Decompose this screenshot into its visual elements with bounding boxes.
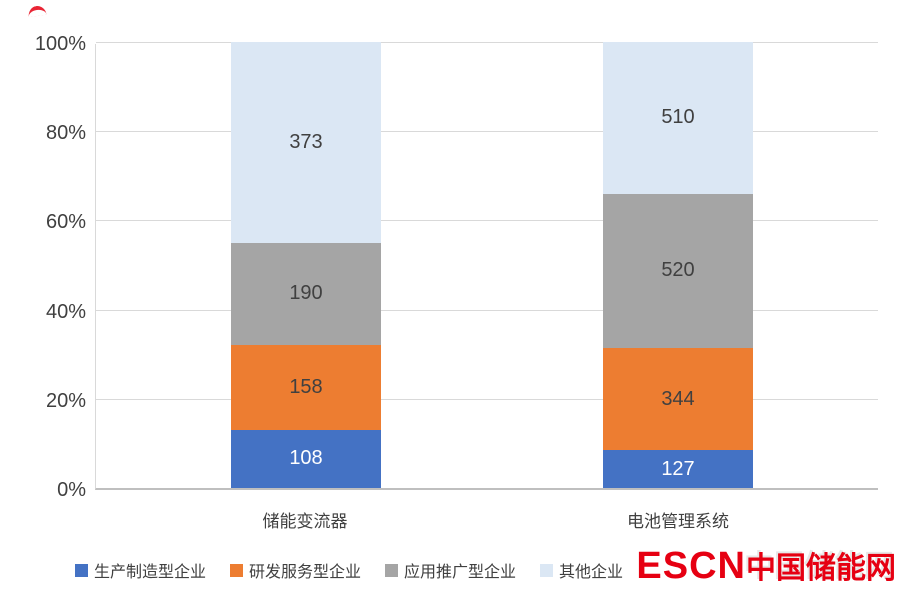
y-tick-label: 40% [45, 300, 86, 323]
gridline [96, 131, 878, 133]
bar-segment: 190 [231, 242, 381, 345]
y-tick-label: 100% [34, 33, 86, 55]
y-tick-label: 60% [45, 211, 86, 234]
legend-label: 应用推广型企业 [404, 564, 517, 581]
gridline [96, 398, 878, 400]
watermark: ESCN 中国储能网 [636, 543, 896, 588]
data-label: 158 [289, 375, 323, 398]
x-axis-category-label: 储能变流器 [262, 512, 348, 531]
gridline [96, 309, 878, 311]
bar-segment: 373 [231, 42, 381, 243]
plot-area: 108 158 190 373 127 344 520 510 [95, 42, 878, 490]
legend-swatch [540, 563, 554, 577]
legend-swatch [230, 563, 244, 577]
bar-segment: 520 [603, 193, 753, 349]
gridline [96, 220, 878, 222]
legend-label: 其他企业 [559, 564, 624, 581]
legend-swatch [385, 563, 399, 577]
legend-item: 其他企业 [540, 558, 623, 582]
legend-label: 研发服务型企业 [249, 564, 362, 581]
legend-swatch [75, 563, 88, 577]
bar-segment: 510 [603, 42, 753, 194]
legend-item: 研发服务型企业 [230, 558, 361, 582]
bar-segment: 127 [603, 450, 753, 488]
data-label: 190 [289, 282, 323, 305]
data-label: 510 [661, 106, 695, 129]
red-mark-artifact [27, 4, 47, 18]
data-label: 520 [661, 259, 695, 282]
data-label: 127 [661, 457, 695, 480]
legend: 生产制造型企业 研发服务型企业 应用推广型企业 其他企业 [75, 558, 623, 582]
bar-segment: 108 [231, 429, 381, 488]
data-label: 108 [289, 447, 323, 470]
gridline [96, 42, 878, 43]
legend-label: 生产制造型企业 [94, 564, 207, 581]
watermark-escn-text: ESCN [636, 545, 746, 587]
data-label: 373 [289, 130, 323, 153]
bar-2: 127 344 520 510 [603, 42, 753, 488]
y-tick-label: 0% [57, 479, 86, 501]
legend-item: 生产制造型企业 [75, 558, 206, 582]
bar-segment: 344 [603, 348, 753, 451]
data-label: 344 [661, 387, 695, 410]
bar-segment: 158 [231, 344, 381, 430]
x-axis-category-label: 电池管理系统 [627, 512, 729, 531]
y-tick-label: 20% [45, 389, 86, 412]
legend-item: 应用推广型企业 [385, 558, 516, 582]
bar-1: 108 158 190 373 [231, 42, 381, 488]
watermark-site-text: 中国储能网 [746, 552, 896, 585]
y-tick-label: 80% [45, 122, 86, 145]
